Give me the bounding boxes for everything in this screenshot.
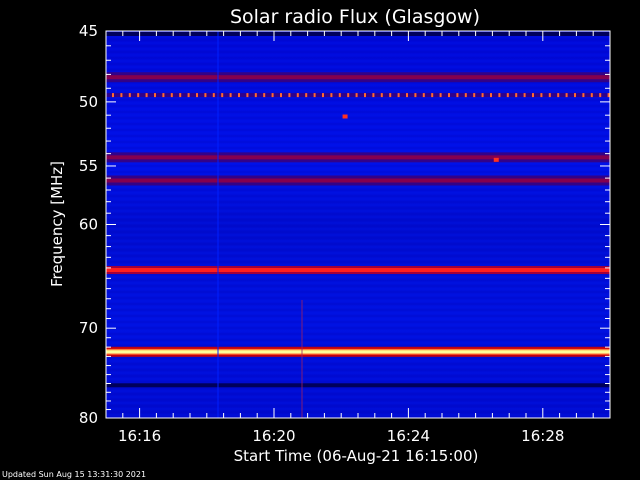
hot-band: [106, 348, 610, 355]
plot-background: [106, 31, 610, 418]
x-tick-label: 16:16: [118, 427, 161, 445]
dotted-band-mark: [523, 93, 526, 98]
x-tick-label: 16:28: [521, 427, 564, 445]
strong-band: [106, 268, 610, 273]
dotted-band-mark: [120, 93, 123, 98]
dotted-band-mark: [372, 93, 375, 98]
x-tick-label: 16:24: [387, 427, 430, 445]
dotted-band-mark: [414, 93, 417, 98]
dotted-band-mark: [490, 93, 492, 98]
dotted-band-mark: [305, 93, 308, 98]
plot-area: [105, 30, 611, 419]
dotted-band-mark: [204, 93, 207, 98]
dotted-band-mark: [397, 93, 400, 98]
dotted-band-mark: [322, 93, 324, 98]
x-axis-label: Start Time (06-Aug-21 16:15:00): [234, 447, 479, 465]
dotted-band-mark: [355, 93, 358, 98]
y-tick-label: 70: [79, 319, 98, 337]
dotted-band-mark: [330, 93, 333, 98]
dotted-band-mark: [246, 93, 249, 98]
dotted-band-mark: [271, 93, 274, 98]
dark-band: [106, 383, 610, 388]
dotted-band-mark: [422, 93, 425, 98]
dotted-band-mark: [196, 93, 198, 98]
dotted-band-mark: [473, 93, 476, 98]
x-axis: 16:16 16:20 16:24 16:28: [105, 31, 611, 445]
dotted-band-mark: [313, 93, 316, 98]
interference-band-core: [106, 75, 610, 80]
y-axis-label: Frequency [MHz]: [48, 161, 66, 287]
signal-spot: [493, 157, 499, 162]
dotted-band-mark: [154, 93, 156, 98]
dotted-band-mark: [448, 93, 450, 98]
dotted-band-mark: [532, 93, 534, 98]
chart-title: Solar radio Flux (Glasgow): [230, 6, 480, 28]
y-tick-label: 60: [79, 216, 98, 234]
interference-band-core: [106, 155, 610, 160]
dotted-band-mark: [574, 93, 576, 98]
update-timestamp: Updated Sun Aug 15 13:31:30 2021: [2, 470, 146, 479]
dotted-band-mark: [599, 93, 602, 98]
dotted-band-mark: [137, 93, 140, 98]
dotted-band-mark: [254, 93, 257, 98]
dotted-band-mark: [515, 93, 518, 98]
dotted-band-mark: [263, 93, 266, 98]
dotted-band-mark: [128, 93, 131, 98]
dotted-band-mark: [439, 93, 442, 98]
dotted-band-mark: [280, 93, 282, 98]
dotted-band-mark: [347, 93, 350, 98]
interference-band-core: [106, 178, 610, 183]
dotted-band-mark: [406, 93, 408, 98]
y-tick-label: 45: [79, 22, 98, 40]
dotted-band-mark: [364, 93, 366, 98]
dotted-band-mark: [540, 93, 543, 98]
dotted-band-mark: [548, 93, 551, 98]
dotted-band-mark: [607, 93, 610, 98]
dotted-band-mark: [112, 93, 114, 98]
dotted-band-mark: [296, 93, 299, 98]
dotted-band-mark: [582, 93, 585, 98]
dotted-band-mark: [338, 93, 341, 98]
signal-spot: [342, 114, 348, 119]
y-tick-label: 50: [79, 93, 98, 111]
dotted-band-mark: [179, 93, 182, 98]
dotted-band-mark: [145, 93, 148, 98]
dotted-band-mark: [212, 93, 215, 98]
dotted-band-mark: [380, 93, 383, 98]
y-tick-label: 80: [79, 409, 98, 427]
dotted-band-mark: [565, 93, 568, 98]
dotted-band-mark: [238, 93, 240, 98]
dotted-band-mark: [481, 93, 484, 98]
dotted-band-mark: [221, 93, 224, 98]
dotted-band-mark: [288, 93, 291, 98]
dotted-band-mark: [389, 93, 392, 98]
dotted-band-base: [106, 93, 610, 98]
y-axis: 45 50 55 60 70 80: [79, 22, 610, 427]
dotted-band-mark: [456, 93, 459, 98]
dotted-band-mark: [498, 93, 501, 98]
dotted-band-mark: [431, 93, 434, 98]
dotted-band-mark: [162, 93, 165, 98]
x-tick-label: 16:20: [252, 427, 295, 445]
dotted-band-mark: [506, 93, 509, 98]
dotted-band-mark: [187, 93, 190, 98]
y-tick-label: 55: [79, 157, 98, 175]
dotted-band-mark: [229, 93, 232, 98]
dotted-band-mark: [557, 93, 560, 98]
dotted-band-mark: [170, 93, 173, 98]
dotted-band-mark: [464, 93, 467, 98]
dotted-band-mark: [590, 93, 593, 98]
